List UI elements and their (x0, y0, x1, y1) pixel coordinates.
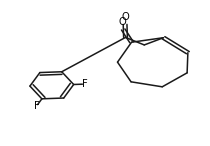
Text: O: O (121, 12, 129, 22)
Text: O: O (118, 17, 126, 27)
Text: F: F (34, 101, 39, 111)
Text: F: F (82, 79, 87, 89)
